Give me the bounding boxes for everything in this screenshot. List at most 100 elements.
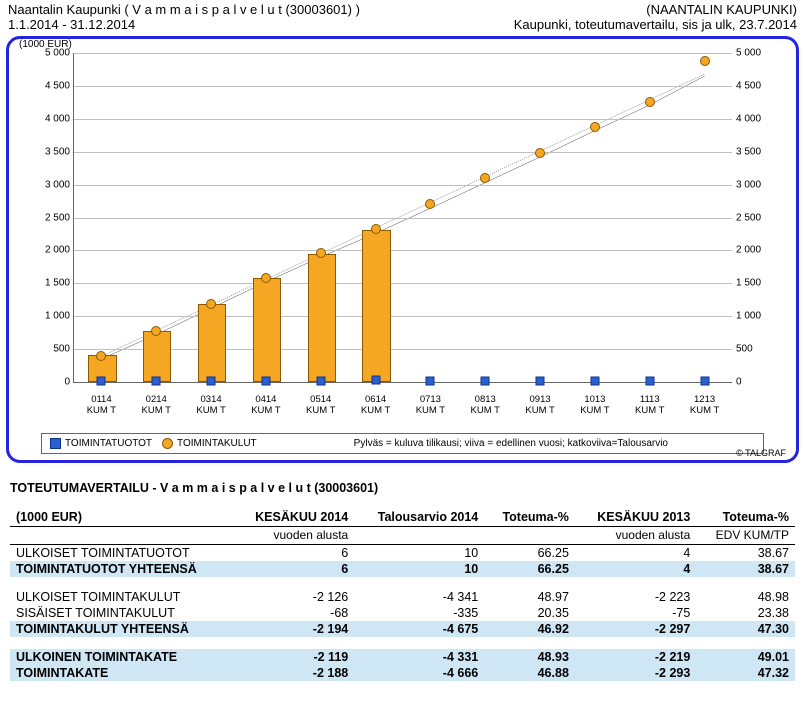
table-body: ULKOISET TOIMINTATUOTOT61066.25438.67 TOI… (10, 545, 795, 682)
y-tick-right: 3 000 (736, 179, 780, 190)
cell: -2 119 (233, 649, 354, 665)
cell: TOIMINTAKATE (10, 665, 233, 681)
square-marker (481, 376, 490, 385)
cell: -4 341 (354, 589, 484, 605)
gridline (74, 53, 732, 54)
y-tick-left: 2 000 (26, 245, 70, 256)
square-marker (207, 376, 216, 385)
col-subheader (484, 527, 575, 545)
x-label: 1013KUM T (570, 395, 620, 416)
header-right-2: Kaupunki, toteutumavertailu, sis ja ulk,… (514, 17, 797, 32)
y-tick-left: 0 (26, 377, 70, 388)
chart-legend: TOIMINTATUOTOT TOIMINTAKULUT Pylväs = ku… (41, 433, 764, 454)
legend-item-a: TOIMINTATUOTOT (50, 438, 152, 449)
chart-copyright: © TALGRAF (736, 448, 786, 458)
y-tick-left: 1 500 (26, 278, 70, 289)
cell: 10 (354, 561, 484, 577)
cell: 38.67 (696, 545, 795, 562)
y-tick-right: 1 000 (736, 311, 780, 322)
bar (253, 278, 281, 382)
cell: 46.88 (484, 665, 575, 681)
table-row (10, 637, 795, 649)
x-label: 0913KUM T (515, 395, 565, 416)
gridline (74, 152, 732, 153)
cell: SISÄISET TOIMINTAKULUT (10, 605, 233, 621)
table-row: ULKOISET TOIMINTATUOTOT61066.25438.67 (10, 545, 795, 562)
cell: -2 293 (575, 665, 696, 681)
bar (198, 304, 226, 382)
y-tick-left: 1 000 (26, 311, 70, 322)
y-tick-left: 5 000 (26, 48, 70, 59)
cell: -4 331 (354, 649, 484, 665)
circle-marker (261, 273, 271, 283)
header-left-2: 1.1.2014 - 31.12.2014 (8, 17, 135, 32)
square-marker (536, 376, 545, 385)
gridline (74, 283, 732, 284)
table-row: ULKOISET TOIMINTAKULUT-2 126-4 34148.97-… (10, 589, 795, 605)
square-marker (371, 376, 380, 385)
gridline (74, 119, 732, 120)
cell: ULKOINEN TOIMINTAKATE (10, 649, 233, 665)
cell: ULKOISET TOIMINTATUOTOT (10, 545, 233, 562)
square-marker (316, 376, 325, 385)
col-header: KESÄKUU 2014 (233, 509, 354, 527)
y-tick-left: 3 000 (26, 179, 70, 190)
col-subheader: vuoden alusta (575, 527, 696, 545)
circle-marker-icon (162, 438, 173, 449)
circle-marker (96, 351, 106, 361)
cell: 48.97 (484, 589, 575, 605)
square-marker (645, 376, 654, 385)
table-title: TOTEUTUMAVERTAILU - V a m m a i s p a l … (10, 481, 795, 495)
cell: -2 126 (233, 589, 354, 605)
cell: -2 194 (233, 621, 354, 637)
cell: 4 (575, 545, 696, 562)
y-tick-right: 500 (736, 344, 780, 355)
circle-marker (206, 299, 216, 309)
square-marker (97, 376, 106, 385)
y-tick-left: 4 000 (26, 113, 70, 124)
col-header: Toteuma-% (696, 509, 795, 527)
y-tick-right: 4 000 (736, 113, 780, 124)
cell: -2 223 (575, 589, 696, 605)
x-label: 0414KUM T (241, 395, 291, 416)
square-marker (152, 376, 161, 385)
cell: 4 (575, 561, 696, 577)
table-header-row: (1000 EUR)KESÄKUU 2014Talousarvio 2014To… (10, 509, 795, 527)
cell: -68 (233, 605, 354, 621)
x-label: 0214KUM T (131, 395, 181, 416)
x-label: 0314KUM T (186, 395, 236, 416)
table-row: TOIMINTAKULUT YHTEENSÄ-2 194-4 67546.92-… (10, 621, 795, 637)
chart-area: 005005001 0001 0001 5001 5002 0002 0002 … (17, 47, 788, 427)
cell: 48.93 (484, 649, 575, 665)
y-tick-left: 3 500 (26, 146, 70, 157)
table-row: ULKOINEN TOIMINTAKATE-2 119-4 33148.93-2… (10, 649, 795, 665)
y-tick-right: 3 500 (736, 146, 780, 157)
col-header: Toteuma-% (484, 509, 575, 527)
circle-marker (316, 248, 326, 258)
circle-marker (480, 173, 490, 183)
cell: -75 (575, 605, 696, 621)
y-tick-right: 4 500 (736, 80, 780, 91)
gridline (74, 349, 732, 350)
chart-frame: (1000 EUR) 005005001 0001 0001 5001 5002… (6, 36, 799, 463)
y-tick-right: 2 500 (736, 212, 780, 223)
chart-plot: 005005001 0001 0001 5001 5002 0002 0002 … (73, 53, 732, 383)
y-tick-right: 0 (736, 377, 780, 388)
legend-note: Pylväs = kuluva tilikausi; viiva = edell… (267, 438, 755, 449)
cell: 20.35 (484, 605, 575, 621)
cell: -4 675 (354, 621, 484, 637)
gridline (74, 250, 732, 251)
y-tick-right: 2 000 (736, 245, 780, 256)
table-row: SISÄISET TOIMINTAKULUT-68-33520.35-7523.… (10, 605, 795, 621)
circle-marker (590, 122, 600, 132)
cell: 66.25 (484, 545, 575, 562)
circle-marker (371, 224, 381, 234)
x-label: 1113KUM T (625, 395, 675, 416)
x-label: 1213KUM T (680, 395, 730, 416)
cell: 6 (233, 545, 354, 562)
x-label: 0614KUM T (351, 395, 401, 416)
gridline (74, 218, 732, 219)
y-tick-left: 2 500 (26, 212, 70, 223)
cell: 47.32 (696, 665, 795, 681)
cell: ULKOISET TOIMINTAKULUT (10, 589, 233, 605)
